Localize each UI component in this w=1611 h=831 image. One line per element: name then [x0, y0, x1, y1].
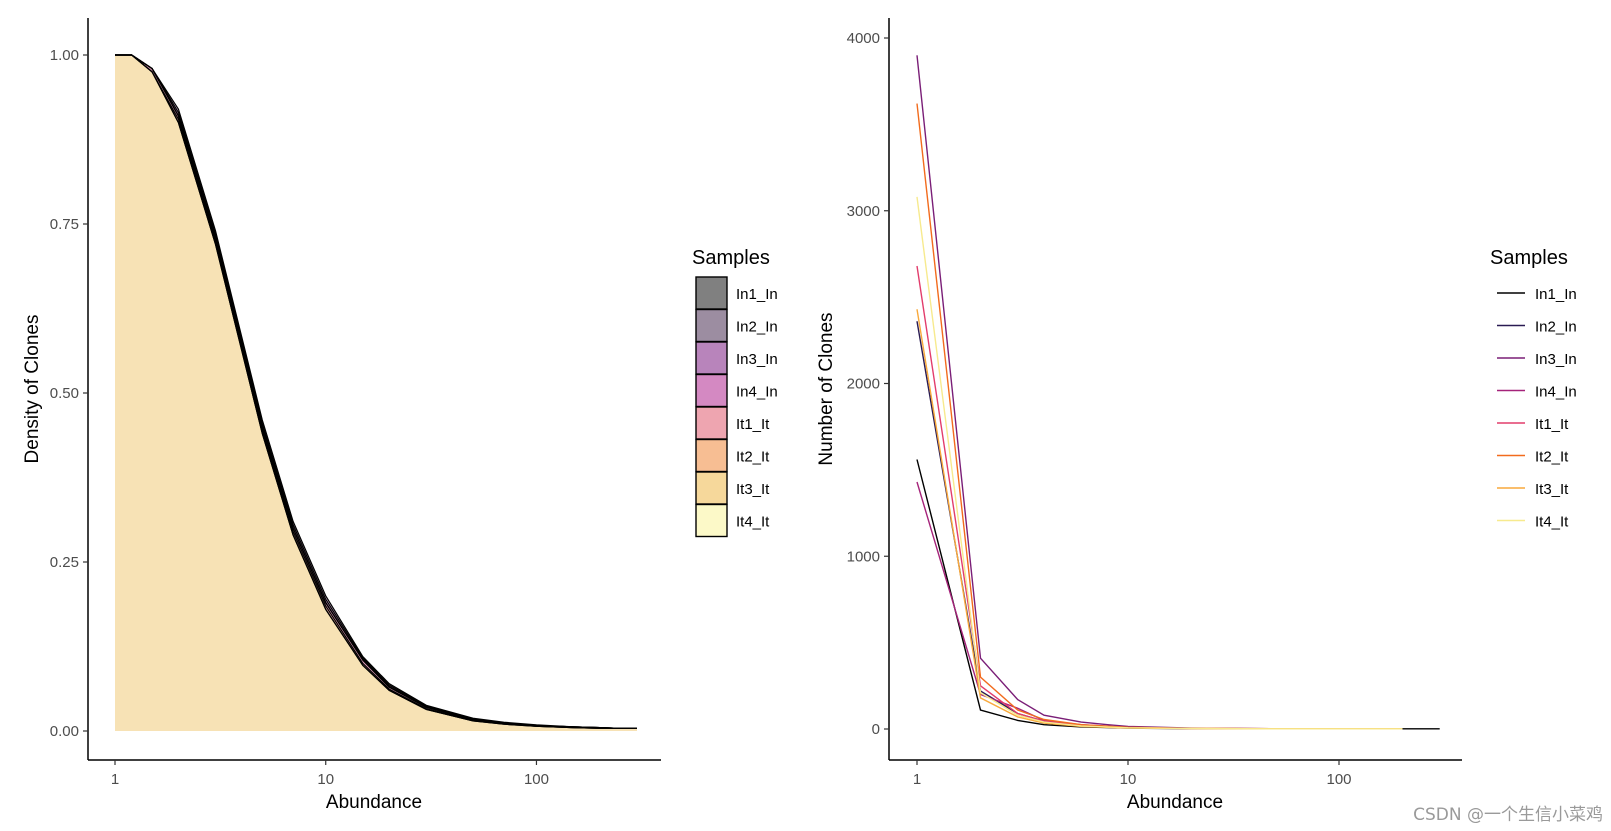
- clones-y-tick-label: 1000: [847, 548, 880, 565]
- density-legend-label: In3_In: [736, 351, 778, 368]
- clones-legend: Samples In1_In In2_In In3_In In4_In It1_It It…: [1490, 247, 1577, 531]
- density-legend-key-it2-it: [695, 438, 728, 473]
- clones-x-tick-label: 1: [913, 771, 921, 788]
- density-legend-key-it1-it: [695, 406, 728, 440]
- clones-y-tick-label: 0: [872, 721, 880, 738]
- density-y-tick-label: 0.75: [50, 216, 79, 233]
- clones-line-it4-it: [916, 196, 1403, 730]
- clones-legend-label: It2_It: [1535, 449, 1569, 466]
- clones-legend-label: In1_In: [1535, 286, 1577, 303]
- density-legend-key-in2-in: [695, 308, 728, 343]
- clones-legend-label: In3_In: [1535, 351, 1577, 368]
- watermark: CSDN @一个生信小菜鸡: [1413, 805, 1603, 825]
- clones-line-in3-in: [916, 55, 1403, 730]
- density-y-tick-label: 0.50: [50, 385, 79, 402]
- density-legend-label: In2_In: [736, 319, 778, 336]
- density-outline-it1-it: [115, 54, 637, 729]
- clones-legend-title: Samples: [1490, 247, 1568, 269]
- clones-line-in1-in: [916, 459, 1440, 730]
- density-outline-it4-it: [115, 54, 637, 729]
- density-y-ticks: 0.00 0.25 0.50 0.75 1.00: [50, 47, 88, 740]
- clones-line-it2-it: [916, 103, 1403, 730]
- density-area-it4-it: [115, 55, 637, 731]
- clones-legend-label: It4_It: [1535, 514, 1569, 531]
- density-x-tick-label: 100: [524, 771, 549, 788]
- clones-line-it3-it: [916, 309, 1403, 730]
- density-legend-title: Samples: [692, 247, 770, 269]
- clones-line-in4-in: [916, 481, 1403, 730]
- density-y-tick-label: 0.00: [50, 723, 79, 740]
- density-y-tick-label: 0.25: [50, 554, 79, 571]
- clones-legend-label: It3_It: [1535, 481, 1569, 498]
- clones-y-axis-title: Number of Clones: [816, 312, 837, 465]
- density-area-series: [115, 54, 637, 731]
- clones-x-ticks: 1 10 100: [913, 760, 1352, 788]
- density-legend-label: It4_It: [736, 514, 770, 531]
- density-legend-label: In4_In: [736, 384, 778, 401]
- density-x-axis-title: Abundance: [326, 792, 422, 813]
- density-legend-label: It2_It: [736, 449, 770, 466]
- clones-y-tick-label: 4000: [847, 30, 880, 47]
- density-x-tick-label: 1: [111, 771, 119, 788]
- clones-y-ticks: 0 1000 2000 3000 4000: [847, 30, 889, 738]
- clones-line-it1-it: [916, 265, 1403, 730]
- clones-legend-label: In4_In: [1535, 384, 1577, 401]
- density-legend-key-in1-in: [695, 276, 728, 310]
- clones-y-tick-label: 2000: [847, 376, 880, 393]
- density-y-tick-label: 1.00: [50, 47, 79, 64]
- density-y-axis-title: Density of Clones: [22, 315, 43, 464]
- density-x-tick-label: 10: [317, 771, 334, 788]
- clones-panel: 0 1000 2000 3000 4000 1 10 100 Abundance Numbe…: [816, 18, 1577, 813]
- clones-x-tick-label: 100: [1326, 771, 1351, 788]
- density-legend-key-in4-in: [695, 373, 728, 408]
- density-panel: 0.00 0.25 0.50 0.75 1.00 1 10 100 Abundance De…: [22, 18, 778, 813]
- clones-legend-label: In2_In: [1535, 319, 1577, 336]
- density-legend: Samples In1_In In2_In In3_In In4_In It1_It It…: [692, 247, 778, 538]
- clones-x-tick-label: 10: [1120, 771, 1137, 788]
- density-x-ticks: 1 10 100: [111, 760, 549, 788]
- density-legend-key-it3-it: [695, 471, 728, 505]
- clones-y-tick-label: 3000: [847, 203, 880, 220]
- density-legend-label: In1_In: [736, 286, 778, 303]
- density-legend-label: It3_It: [736, 481, 770, 498]
- clones-x-axis-title: Abundance: [1127, 792, 1223, 813]
- density-legend-key-it4-it: [695, 503, 728, 538]
- clones-legend-label: It1_It: [1535, 416, 1569, 433]
- clones-line-series: [916, 55, 1440, 730]
- density-legend-label: It1_It: [736, 416, 770, 433]
- density-legend-key-in3-in: [695, 341, 728, 375]
